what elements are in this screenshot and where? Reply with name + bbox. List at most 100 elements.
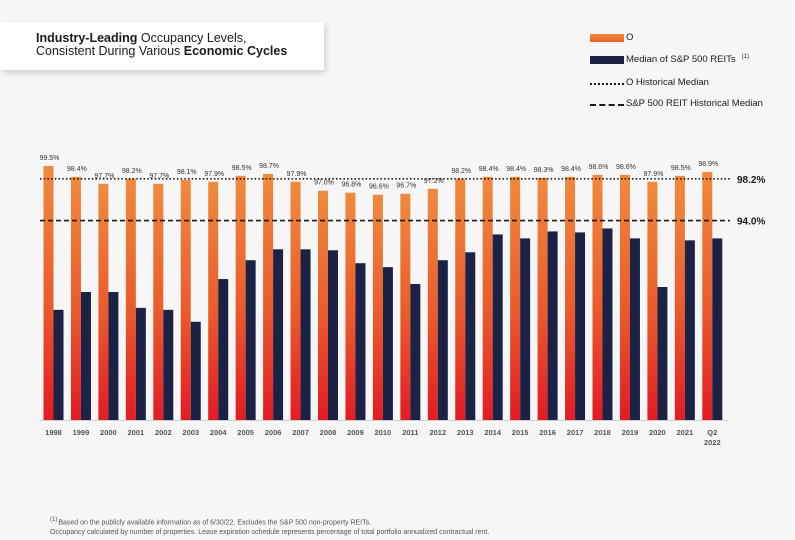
bar-o-2003 [180, 179, 191, 420]
data-label-o-2013: 98.2% [451, 168, 471, 175]
legend-swatch-o [590, 34, 624, 42]
legend-label-o: O [626, 32, 634, 43]
data-label-o-2014: 98.4% [479, 166, 499, 173]
x-tick-2009: 2009 [347, 428, 364, 437]
bar-sp-2003 [190, 321, 201, 420]
x-tick-2001: 2001 [128, 428, 145, 437]
bar-sp-2007 [300, 249, 311, 420]
title-card: Industry-Leading Occupancy Levels, Consi… [0, 22, 324, 70]
bar-o-1998 [43, 165, 54, 420]
legend-label-sp: Median of S&P 500 REITs [626, 54, 736, 66]
bar-o-2002 [153, 183, 164, 420]
data-label-o-2000: 97.7% [94, 173, 114, 180]
bar-sp-2001 [135, 307, 146, 420]
bar-o-2006 [263, 173, 274, 420]
data-label-o-2012: 97.2% [424, 178, 444, 185]
bar-sp-2016 [547, 231, 558, 420]
x-tick-1999: 1999 [73, 428, 90, 437]
data-label-o-2010: 96.6% [369, 184, 389, 191]
x-tick-2003: 2003 [182, 428, 199, 437]
data-label-o-2001: 98.2% [122, 168, 142, 175]
bar-sp-2021 [684, 240, 695, 420]
x-tick-2020: 2020 [649, 428, 666, 437]
bar-sp-2000 [108, 291, 119, 420]
x-tick-2002: 2002 [155, 428, 172, 437]
x-tick-2021: 2021 [677, 428, 694, 437]
data-label-o-2015: 98.4% [506, 166, 526, 173]
data-label-o-2007: 97.9% [287, 171, 307, 178]
data-label-o-2005: 98.5% [232, 165, 252, 172]
data-label-o-1999: 98.4% [67, 166, 87, 173]
bar-sp-2017 [575, 232, 586, 420]
bar-o-2005 [235, 175, 246, 420]
x-tick-1998: 1998 [45, 428, 62, 437]
data-label-o-2006: 98.7% [259, 163, 279, 170]
bar-sp-Q2-2022 [712, 238, 723, 420]
data-label-o-2008: 97.0% [314, 180, 334, 187]
data-label-o-Q2-2022: 98.9% [698, 161, 718, 168]
bar-o-2017 [565, 176, 576, 420]
data-label-o-2004: 97.9% [204, 171, 224, 178]
x-tick-2011: 2011 [402, 428, 418, 437]
bar-o-2016 [537, 177, 548, 420]
bar-sp-2010 [382, 267, 393, 420]
data-label-o-2003: 98.1% [177, 169, 197, 176]
data-label-o-2019: 98.6% [616, 164, 636, 171]
data-label-o-2009: 96.8% [342, 182, 362, 189]
data-label-o-1998: 99.5% [40, 155, 60, 162]
bar-o-2008 [318, 190, 328, 420]
x-tick-Q2-2022: Q2 2022 [704, 428, 721, 447]
footnote-marker: (1) [50, 517, 58, 523]
bar-o-2000 [98, 183, 109, 420]
x-tick-2000: 2000 [100, 428, 117, 437]
ref-label-dotted: 98.2% [737, 175, 765, 186]
legend-label-sp-historical: S&P 500 REIT Historical Median [626, 98, 763, 109]
x-tick-2015: 2015 [512, 428, 529, 437]
bar-sp-2012 [437, 260, 448, 420]
data-label-o-2018: 98.6% [589, 164, 609, 171]
x-tick-2013: 2013 [457, 428, 474, 437]
ref-label-dashed: 94.0% [737, 217, 765, 228]
x-tick-2004: 2004 [210, 428, 228, 437]
data-label-o-2020: 97.9% [643, 171, 663, 178]
bar-sp-2020 [657, 287, 668, 420]
bar-o-2011 [400, 193, 411, 420]
bar-sp-2006 [273, 249, 284, 420]
bar-sp-2009 [355, 263, 366, 420]
x-tick-2014: 2014 [484, 428, 502, 437]
bar-o-2020 [647, 181, 658, 420]
bar-sp-2019 [629, 238, 640, 420]
legend-label-o-historical: O Historical Median [626, 77, 709, 88]
x-tick-2008: 2008 [320, 428, 337, 437]
chart-title: Industry-Leading Occupancy Levels, Consi… [36, 32, 287, 58]
bar-o-2010 [372, 194, 383, 420]
bar-sp-2015 [520, 238, 531, 420]
footnote: (1)Based on the publicly available infor… [50, 516, 489, 537]
bar-o-1999 [70, 176, 81, 420]
x-tick-2012: 2012 [429, 428, 446, 437]
title-line2-bold: Economic Cycles [183, 44, 288, 58]
bar-o-2012 [427, 188, 438, 420]
title-line1-rest: Occupancy Levels, [137, 31, 247, 45]
data-label-o-2021: 98.5% [671, 165, 691, 172]
bar-o-2013 [455, 178, 466, 420]
bar-sp-2013 [465, 252, 476, 420]
bar-o-2009 [345, 192, 356, 420]
bar-o-2015 [510, 176, 521, 420]
bar-sp-2004 [218, 279, 229, 420]
title-line2-rest: Consistent During Various [36, 44, 184, 58]
x-tick-2006: 2006 [265, 428, 282, 437]
bar-sp-2008 [328, 250, 338, 420]
x-tick-2019: 2019 [622, 428, 639, 437]
bar-o-2021 [674, 175, 685, 420]
bar-sp-2002 [163, 309, 174, 420]
data-label-o-2016: 98.3% [534, 167, 554, 174]
bar-sp-2014 [492, 234, 503, 420]
x-tick-2007: 2007 [292, 428, 309, 437]
legend-swatch-sp [590, 56, 624, 64]
data-label-o-2011: 96.7% [396, 183, 416, 190]
bar-o-2018 [592, 174, 603, 420]
bar-o-Q2-2022 [702, 171, 713, 420]
title-line1-bold: Industry-Leading [36, 31, 138, 45]
